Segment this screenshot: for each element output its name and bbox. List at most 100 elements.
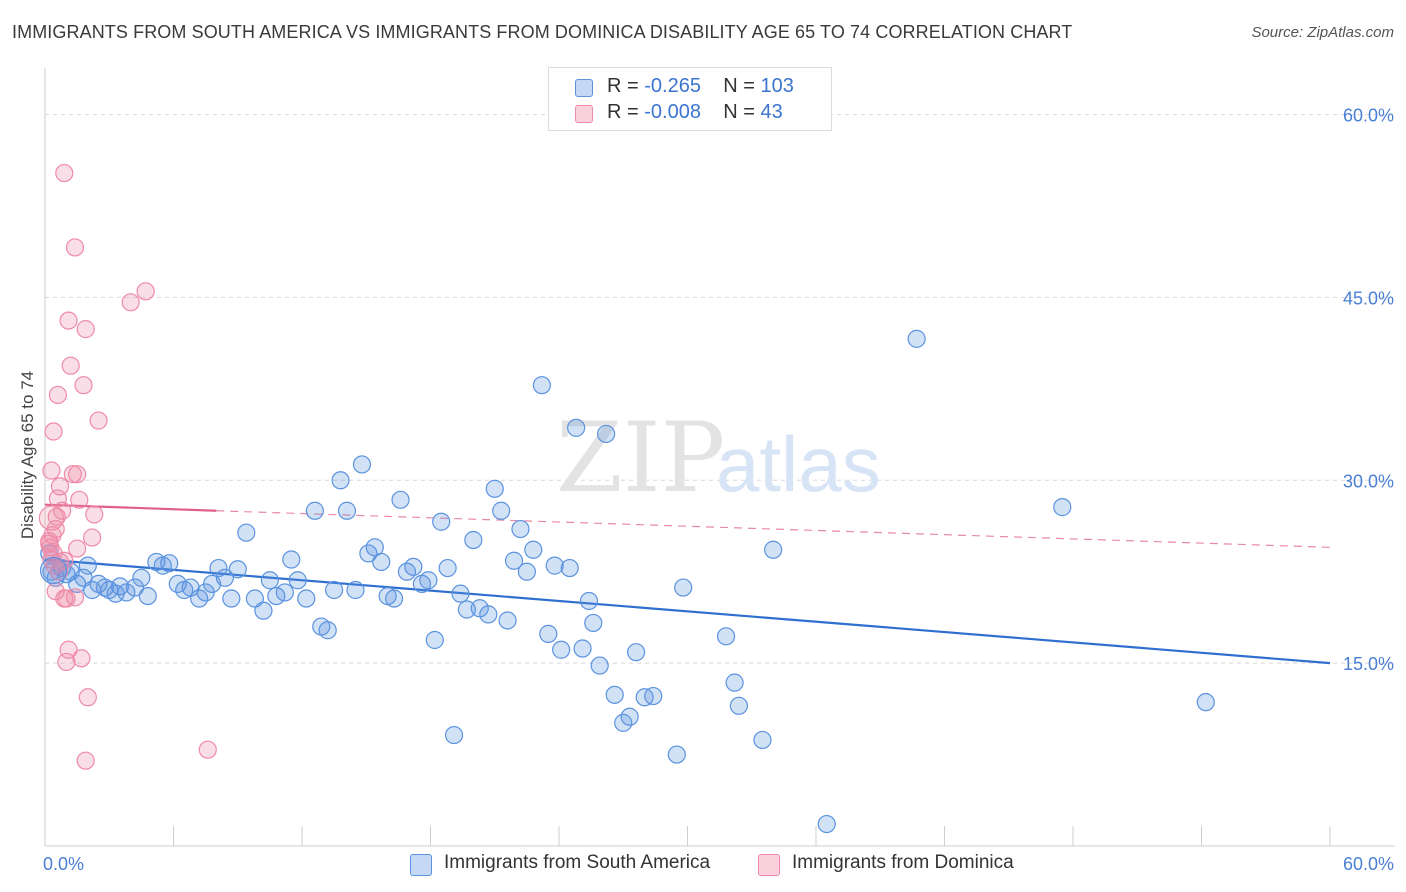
y-axis-title: Disability Age 65 to 74 bbox=[18, 371, 37, 539]
legend-r-value-dominica: -0.008 bbox=[644, 101, 701, 123]
point-south-america bbox=[1053, 498, 1072, 517]
correlation-legend: R = -0.265 N = 103 R = -0.008 N = 43 bbox=[548, 67, 832, 131]
chart-title: IMMIGRANTS FROM SOUTH AMERICA VS IMMIGRA… bbox=[12, 22, 1073, 42]
point-south-america bbox=[260, 571, 279, 590]
point-dominica bbox=[53, 501, 72, 520]
legend-n-value-dominica: 43 bbox=[760, 101, 783, 123]
point-south-america bbox=[511, 519, 530, 539]
point-south-america bbox=[492, 501, 511, 520]
legend-swatch bbox=[758, 854, 780, 876]
point-dominica bbox=[136, 282, 155, 301]
point-south-america bbox=[464, 530, 483, 550]
point-south-america bbox=[444, 725, 464, 745]
point-south-america bbox=[605, 685, 624, 704]
point-south-america bbox=[352, 455, 372, 474]
point-dominica bbox=[49, 562, 69, 581]
point-south-america bbox=[391, 490, 410, 509]
point-south-america bbox=[545, 556, 564, 575]
watermark: ZIP atlas bbox=[556, 402, 881, 514]
point-south-america bbox=[438, 558, 457, 578]
point-south-america bbox=[579, 591, 599, 611]
point-south-america bbox=[539, 624, 558, 643]
point-south-america bbox=[419, 571, 438, 590]
point-dominica bbox=[121, 293, 140, 312]
point-south-america bbox=[590, 656, 609, 675]
point-dominica bbox=[65, 238, 85, 257]
point-dominica bbox=[42, 461, 61, 480]
point-dominica bbox=[72, 649, 91, 668]
point-south-america bbox=[275, 583, 294, 602]
legend-swatch-south-america bbox=[575, 79, 593, 97]
point-south-america bbox=[817, 814, 836, 834]
point-south-america bbox=[532, 376, 551, 395]
point-dominica bbox=[85, 505, 104, 524]
point-south-america bbox=[573, 639, 592, 658]
point-dominica bbox=[55, 551, 74, 570]
point-dominica bbox=[44, 422, 63, 441]
point-south-america bbox=[451, 584, 470, 603]
point-south-america bbox=[729, 696, 749, 715]
point-south-america bbox=[626, 643, 646, 662]
point-dominica bbox=[76, 320, 95, 339]
point-south-america bbox=[667, 745, 686, 764]
legend-r-value-south-america: -0.265 bbox=[644, 75, 701, 97]
trend-line-south-america bbox=[44, 558, 1331, 665]
point-south-america bbox=[331, 471, 350, 490]
y-tick-label: 30.0% bbox=[1343, 471, 1394, 491]
point-south-america bbox=[372, 552, 391, 572]
legend-label: Immigrants from Dominica bbox=[792, 852, 1014, 873]
point-south-america bbox=[644, 686, 663, 706]
point-dominica bbox=[65, 588, 85, 607]
point-south-america bbox=[325, 580, 344, 600]
point-dominica bbox=[68, 539, 87, 558]
point-south-america bbox=[753, 730, 772, 750]
legend-r-label: R = bbox=[607, 75, 639, 97]
y-tick-label: 60.0% bbox=[1343, 106, 1394, 126]
legend-label: Immigrants from South America bbox=[444, 852, 711, 873]
point-south-america bbox=[907, 329, 926, 348]
point-south-america bbox=[457, 600, 477, 619]
x-tick-label: 60.0% bbox=[1343, 854, 1394, 874]
point-south-america bbox=[254, 601, 273, 620]
point-dominica bbox=[61, 356, 80, 375]
point-dominica bbox=[59, 311, 78, 330]
point-south-america bbox=[125, 578, 145, 597]
point-south-america bbox=[674, 578, 693, 597]
point-dominica bbox=[70, 490, 89, 509]
point-south-america bbox=[567, 418, 586, 437]
legend-n-label: N = bbox=[723, 101, 755, 123]
point-south-america bbox=[764, 540, 783, 559]
x-tick-label: 0.0% bbox=[43, 854, 84, 874]
point-south-america bbox=[337, 501, 357, 520]
legend-swatch-dominica bbox=[575, 105, 593, 123]
point-south-america bbox=[297, 589, 316, 608]
point-dominica bbox=[40, 534, 59, 553]
point-dominica bbox=[55, 163, 74, 183]
point-dominica bbox=[59, 640, 78, 659]
point-south-america bbox=[78, 556, 97, 575]
legend-r-label: R = bbox=[607, 101, 639, 123]
point-south-america bbox=[485, 479, 504, 498]
point-south-america bbox=[237, 523, 256, 542]
point-dominica bbox=[50, 477, 70, 496]
point-south-america bbox=[524, 540, 543, 559]
point-south-america bbox=[498, 611, 517, 630]
axes bbox=[44, 68, 1395, 847]
point-south-america bbox=[716, 627, 736, 646]
source-label: Source: ZipAtlas.com bbox=[1251, 24, 1394, 41]
legend-swatch bbox=[410, 854, 432, 876]
point-south-america bbox=[725, 673, 744, 692]
watermark-atlas: atlas bbox=[716, 420, 881, 508]
point-dominica bbox=[68, 465, 87, 484]
y-tick-label: 15.0% bbox=[1343, 654, 1394, 674]
watermark-zip: ZIP bbox=[556, 402, 725, 514]
point-south-america bbox=[404, 557, 423, 576]
point-south-america bbox=[138, 586, 157, 606]
point-dominica bbox=[89, 411, 108, 430]
data-points bbox=[38, 163, 1215, 834]
point-south-america bbox=[597, 424, 616, 444]
point-south-america bbox=[432, 512, 451, 531]
point-south-america bbox=[209, 558, 228, 578]
point-south-america bbox=[282, 550, 301, 569]
